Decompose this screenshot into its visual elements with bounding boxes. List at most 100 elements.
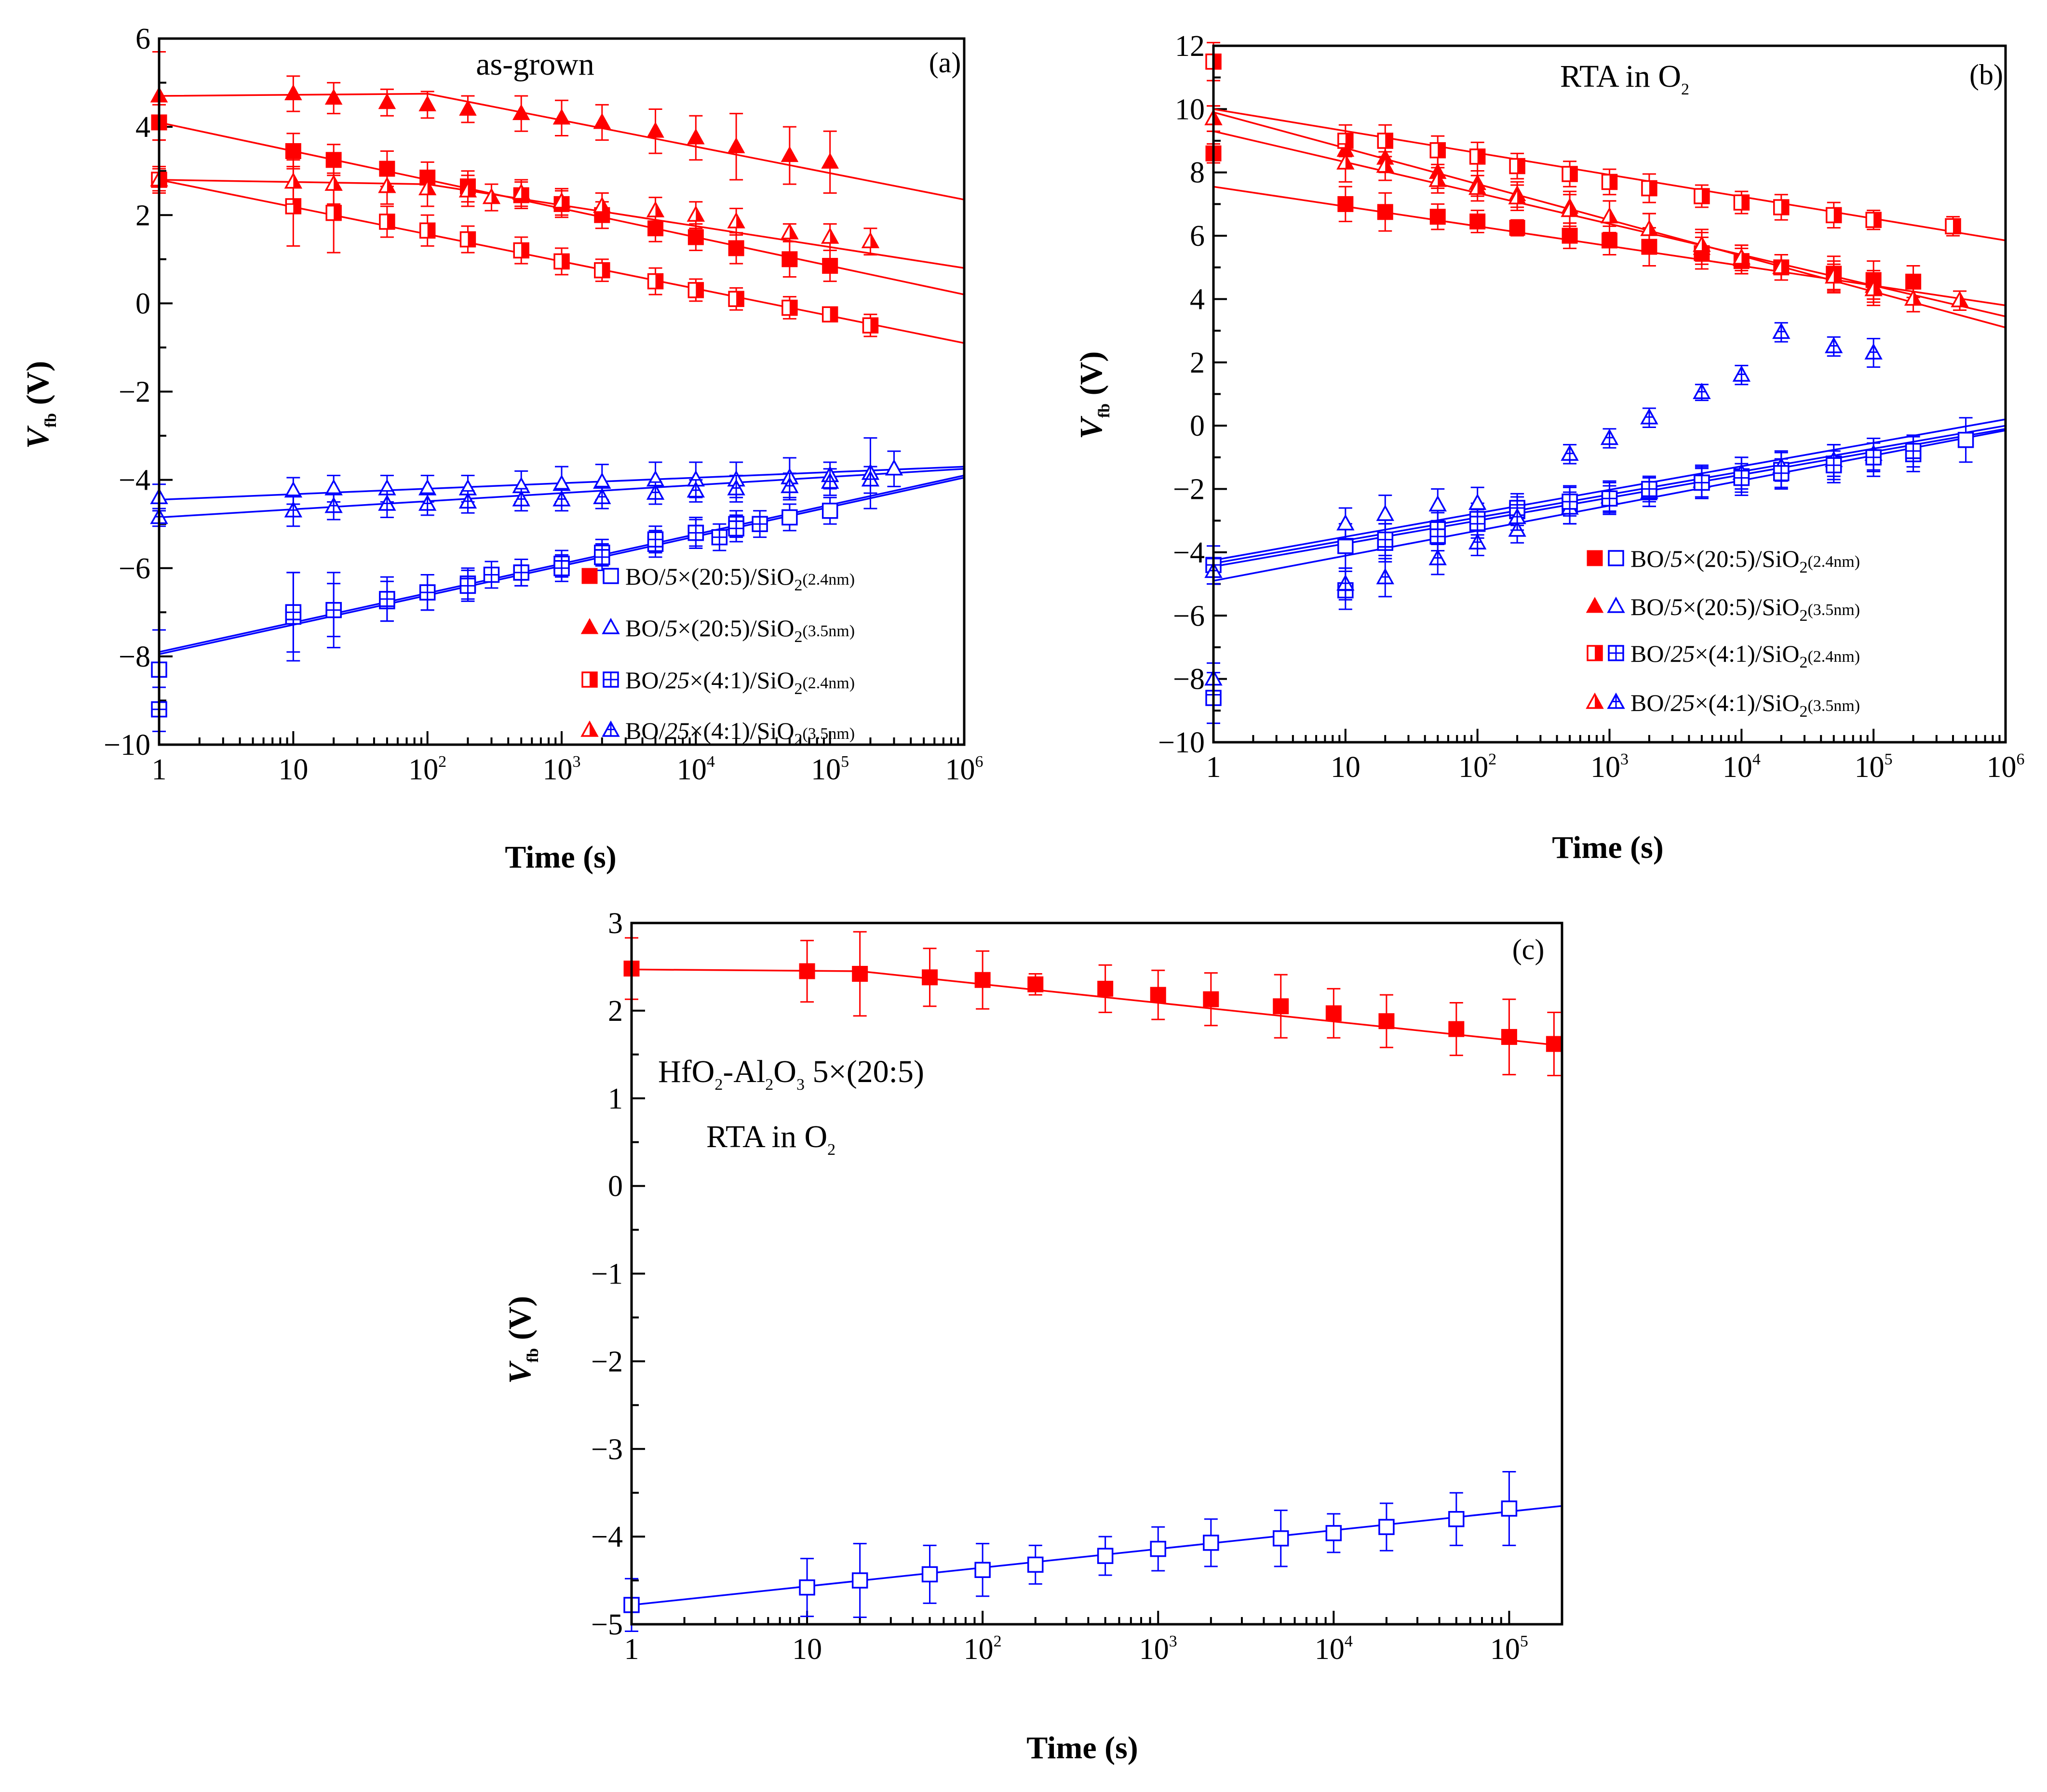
y-tick-label: −4	[119, 464, 150, 497]
y-tick-label: −5	[591, 1608, 623, 1641]
y-tick-label: 0	[1190, 410, 1205, 442]
data-point-half-triangle	[418, 179, 437, 196]
panel-b-legend: BO/5×(20:5)/SiO2(2.4nm) BO/5×(20:5)/SiO2…	[1586, 545, 1860, 721]
data-point-open-triangle	[885, 459, 903, 476]
legend-cross-square-icon	[1608, 645, 1624, 661]
data-point-open-square	[974, 1562, 991, 1578]
panel-c-fit-lines	[631, 968, 1562, 1606]
data-point-filled-square	[1469, 214, 1486, 230]
data-point-open-triangle	[1428, 495, 1447, 512]
svg-text:BO/5×(20:5)/SiO2(3.5nm): BO/5×(20:5)/SiO2(3.5nm)	[1630, 593, 1860, 625]
data-point-filled-triangle	[418, 95, 436, 111]
data-point-cross-square	[1469, 516, 1486, 532]
y-tick-label: 6	[1190, 220, 1205, 253]
y-tick-label: 2	[1190, 347, 1205, 379]
svg-text:BO/5×(20:5)/SiO2(3.5nm): BO/5×(20:5)/SiO2(3.5nm)	[625, 615, 855, 646]
data-point-half-triangle	[1864, 280, 1883, 296]
y-tick-label: −1	[591, 1258, 623, 1291]
data-point-open-square	[1272, 1530, 1289, 1547]
data-point-half-square	[459, 231, 476, 248]
y-tick-label: −2	[591, 1345, 623, 1378]
panel-c-annotation-line1: HfO2-Al2O3 5×(20:5)	[658, 1054, 924, 1094]
panel-b-legend-entry-3: BO/25×(4:1)/SiO2(2.4nm)	[1587, 640, 1860, 671]
data-point-filled-square	[1273, 998, 1289, 1015]
data-point-cross-triangle	[1336, 574, 1355, 591]
data-point-cross-triangle	[378, 494, 396, 511]
legend-marker-half-square	[1587, 645, 1603, 661]
data-point-filled-triangle	[552, 108, 571, 125]
data-point-cross-square	[1601, 490, 1618, 507]
data-point-open-square	[1203, 1535, 1219, 1551]
legend-marker-cross-square	[603, 671, 619, 688]
x-tick-label: 103	[543, 753, 581, 786]
legend-cross-triangle-icon	[1607, 692, 1625, 709]
y-tick-label: 0	[135, 287, 150, 320]
y-tick-label: 1	[608, 1083, 623, 1115]
y-tick-label: −6	[119, 552, 150, 585]
panel-c-x-axis-title: Time (s)	[1026, 1730, 1138, 1765]
panel-c-markers	[623, 931, 1562, 1632]
data-point-half-square	[647, 273, 664, 290]
data-point-half-triangle	[1561, 201, 1579, 217]
svg-text:BO/25×(4:1)/SiO2(3.5nm): BO/25×(4:1)/SiO2(3.5nm)	[1630, 689, 1860, 721]
data-point-cross-square	[1429, 528, 1446, 545]
data-point-filled-triangle	[459, 99, 477, 116]
y-tick-label: −2	[119, 376, 150, 409]
data-point-filled-square	[1546, 1036, 1562, 1052]
x-tick-label: 10	[1331, 751, 1360, 784]
data-point-half-square	[1694, 188, 1710, 204]
legend-filled-triangle-icon	[580, 618, 599, 634]
data-point-cross-square	[1825, 457, 1842, 474]
data-point-filled-square	[1602, 232, 1617, 249]
data-point-half-square	[513, 242, 529, 259]
data-point-half-triangle	[482, 187, 501, 204]
data-point-filled-square	[728, 240, 744, 256]
data-point-half-square	[862, 317, 879, 334]
panel-c-annotation-line2: RTA in O2	[706, 1119, 835, 1159]
y-tick-label: 3	[608, 907, 623, 940]
x-tick-label: 104	[1723, 750, 1761, 784]
panel-a-legend: BO/5×(20:5)/SiO2(2.4nm) BO/5×(20:5)/SiO2…	[580, 563, 855, 749]
data-point-cross-square	[687, 524, 704, 541]
panel-b-markers	[1204, 41, 1974, 724]
legend-marker-half-triangle	[1586, 692, 1604, 709]
data-point-cross-triangle	[458, 492, 477, 509]
x-tick-label: 103	[1139, 1632, 1177, 1666]
data-point-cross-triangle	[727, 479, 745, 495]
y-tick-label: 0	[608, 1170, 623, 1203]
data-point-cross-square	[1562, 494, 1578, 510]
data-point-filled-triangle	[593, 113, 611, 129]
data-point-half-triangle	[821, 227, 839, 244]
data-point-open-square	[1097, 1548, 1114, 1564]
legend-filled-square-icon	[581, 568, 598, 584]
data-point-open-triangle	[1468, 493, 1487, 510]
panel-a-legend-entry-1: BO/5×(20:5)/SiO2(2.4nm)	[581, 563, 855, 594]
data-point-half-triangle	[1693, 235, 1711, 252]
legend-marker-half-triangle	[580, 720, 599, 737]
data-point-cross-square	[419, 584, 436, 601]
y-tick-label: −4	[591, 1521, 623, 1553]
x-tick-label: 105	[811, 753, 849, 786]
data-point-cross-square	[459, 577, 476, 594]
data-point-filled-square	[1501, 1029, 1517, 1045]
panel-c-y-axis-title: Vfb (V)	[502, 1296, 542, 1384]
data-point-half-square	[1733, 194, 1750, 211]
data-point-cross-triangle	[687, 481, 705, 498]
data-point-filled-square	[1150, 987, 1166, 1003]
data-point-cross-square	[647, 531, 664, 548]
panel-a-y-axis-title: Vfb (V)	[20, 361, 60, 449]
data-point-cross-square	[1773, 465, 1790, 481]
data-point-cross-triangle	[1864, 343, 1883, 360]
data-point-half-triangle	[593, 196, 611, 213]
data-point-cross-square	[1641, 481, 1657, 497]
x-tick-label: 105	[1855, 750, 1893, 784]
data-point-half-square	[1509, 158, 1525, 174]
panel-a-tick-labels: 1 10 102 103 104 105 106 6 4 2 0 −2 −4 −6 −8 −10	[104, 23, 983, 786]
data-point-filled-triangle	[284, 84, 302, 100]
data-point-half-triangle	[1951, 291, 1969, 308]
y-tick-label: 10	[1175, 93, 1205, 126]
legend-marker-open-square	[603, 568, 619, 584]
data-point-cross-square	[285, 604, 302, 621]
legend-open-triangle-icon	[1607, 596, 1625, 613]
